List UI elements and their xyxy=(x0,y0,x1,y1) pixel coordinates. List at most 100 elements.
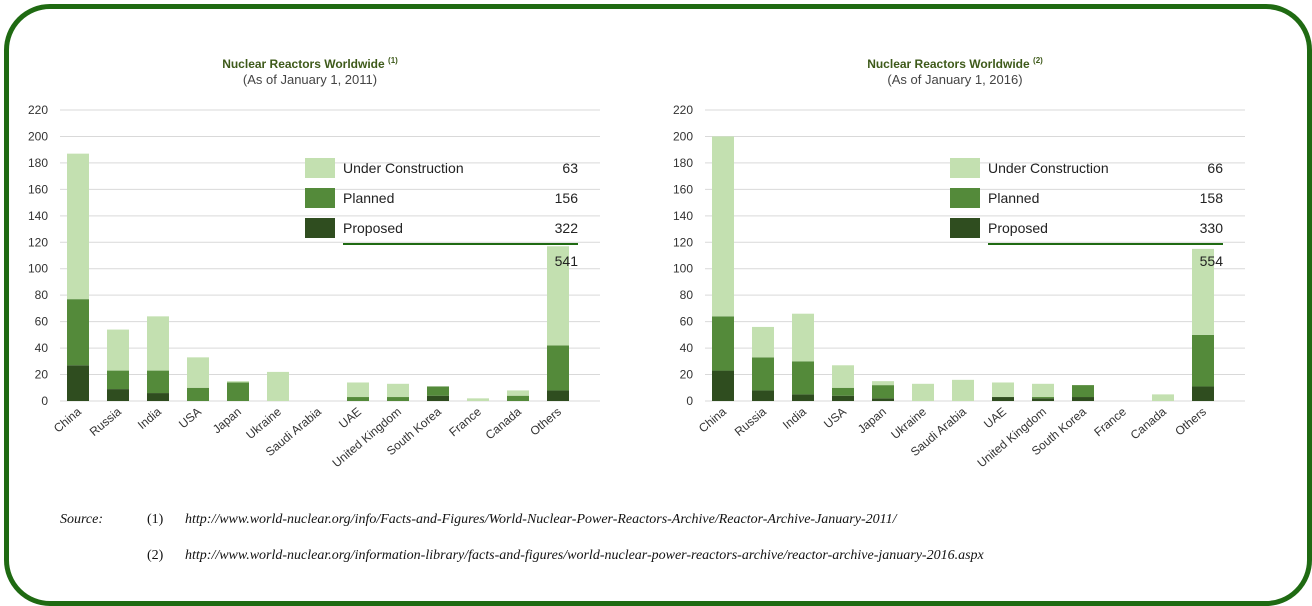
y-tick-label: 40 xyxy=(680,341,694,355)
y-tick-label: 220 xyxy=(673,103,693,117)
y-tick-label: 180 xyxy=(673,156,693,170)
legend-swatch xyxy=(950,158,980,178)
source-link[interactable]: http://www.world-nuclear.org/information… xyxy=(185,548,984,563)
legend-value: 330 xyxy=(1200,220,1224,236)
x-tick-label: UAE xyxy=(981,405,1009,432)
x-tick-label: Canada xyxy=(483,404,524,442)
y-tick-label: 140 xyxy=(28,209,48,223)
x-tick-label: Russia xyxy=(732,404,769,439)
legend-value: 158 xyxy=(1200,190,1224,206)
x-tick-label: Japan xyxy=(855,405,889,437)
bar-segment-under-construction xyxy=(1152,394,1174,401)
bar-segment-proposed xyxy=(992,397,1014,401)
legend-label: Proposed xyxy=(988,220,1048,236)
y-tick-label: 200 xyxy=(28,129,48,143)
legend-swatch xyxy=(950,188,980,208)
chart-subtitle: (As of January 1, 2011) xyxy=(242,72,378,87)
bar-segment-under-construction xyxy=(107,329,129,371)
x-tick-label: France xyxy=(1091,404,1129,439)
bar-chart-2016: 0 20 40 60 80 100 120 140 160 180 200 220 China Russi… xyxy=(673,103,1245,471)
bar-segment-planned xyxy=(187,387,209,401)
x-tick-label: United Kingdom xyxy=(975,405,1049,471)
y-tick-label: 0 xyxy=(686,394,693,408)
bar-segment-proposed xyxy=(832,395,854,401)
x-tick-label: Others xyxy=(527,405,564,439)
x-tick-label: UAE xyxy=(336,405,364,432)
x-tick-label: Japan xyxy=(210,405,244,437)
y-tick-label: 180 xyxy=(28,156,48,170)
legend-label: Under Construction xyxy=(343,160,464,176)
legend-value: 63 xyxy=(562,160,578,176)
bar-segment-proposed xyxy=(1192,386,1214,401)
source-link[interactable]: http://www.world-nuclear.org/info/Facts-… xyxy=(185,512,897,527)
bar-segment-proposed xyxy=(752,390,774,401)
bar-segment-planned xyxy=(752,357,774,391)
y-tick-label: 100 xyxy=(28,262,48,276)
bar-segment-planned xyxy=(67,299,89,366)
bar-segment-planned xyxy=(107,370,129,390)
y-tick-label: 80 xyxy=(680,288,694,302)
legend-swatch xyxy=(305,188,335,208)
bar-segment-proposed xyxy=(107,389,129,401)
bar-segment-under-construction xyxy=(507,390,529,396)
x-tick-label: United Kingdom xyxy=(330,405,404,471)
chart-panel-2011: Nuclear Reactors Worldwide (1) (As of Ja… xyxy=(10,52,610,492)
bar-segment-planned xyxy=(427,386,449,396)
y-tick-label: 40 xyxy=(35,341,49,355)
bar-segment-under-construction xyxy=(792,313,814,362)
x-tick-label: India xyxy=(135,404,164,432)
y-tick-label: 20 xyxy=(35,368,49,382)
y-tick-label: 200 xyxy=(673,129,693,143)
bar-segment-under-construction xyxy=(872,381,894,386)
bar-segment-planned xyxy=(1032,397,1054,399)
y-tick-label: 160 xyxy=(673,182,693,196)
y-tick-label: 140 xyxy=(673,209,693,223)
bar-segment-planned xyxy=(507,395,529,401)
bar-segment-under-construction xyxy=(67,153,89,300)
bar-segment-proposed xyxy=(67,365,89,401)
bar-segment-planned xyxy=(832,387,854,396)
chart-title: Nuclear Reactors Worldwide (2) xyxy=(867,56,1043,71)
x-tick-label: Others xyxy=(1172,405,1209,439)
bar-segment-planned xyxy=(227,382,249,401)
bar-segment-planned xyxy=(712,316,734,371)
chart-title: Nuclear Reactors Worldwide (1) xyxy=(222,56,398,71)
legend-total: 541 xyxy=(555,253,579,269)
bar-segment-under-construction xyxy=(387,383,409,398)
y-tick-label: 80 xyxy=(35,288,49,302)
y-tick-label: 60 xyxy=(680,315,694,329)
legend-value: 66 xyxy=(1207,160,1223,176)
bar-segment-under-construction xyxy=(912,383,934,401)
y-tick-label: 160 xyxy=(28,182,48,196)
x-tick-label: India xyxy=(780,404,809,432)
legend-swatch xyxy=(950,218,980,238)
bar-segment-under-construction xyxy=(832,365,854,388)
bar-segment-under-construction xyxy=(187,357,209,388)
bar-segment-proposed xyxy=(872,398,894,401)
bar-segment-planned xyxy=(347,397,369,401)
legend-label: Under Construction xyxy=(988,160,1109,176)
legend-swatch xyxy=(305,158,335,178)
bar-segment-under-construction xyxy=(992,382,1014,398)
x-tick-label: China xyxy=(696,404,729,435)
bar-segment-under-construction xyxy=(267,371,289,401)
bar-segment-under-construction xyxy=(467,398,489,401)
bar-segment-under-construction xyxy=(547,246,569,346)
bar-segment-under-construction xyxy=(347,382,369,398)
bar-segment-proposed xyxy=(712,370,734,401)
bar-segment-planned xyxy=(872,385,894,399)
x-tick-label: Russia xyxy=(87,404,124,439)
source-ref-number: (2) xyxy=(147,548,164,563)
y-tick-label: 120 xyxy=(28,235,48,249)
x-tick-label: China xyxy=(51,404,84,435)
bar-segment-under-construction xyxy=(952,379,974,401)
chart-subtitle: (As of January 1, 2016) xyxy=(887,72,1023,87)
bar-segment-proposed xyxy=(792,394,814,401)
bar-segment-proposed xyxy=(1072,397,1094,401)
legend-total: 554 xyxy=(1200,253,1224,269)
bar-segment-planned xyxy=(147,370,169,394)
source-label: Source: xyxy=(60,512,104,527)
y-tick-label: 60 xyxy=(35,315,49,329)
x-tick-label: France xyxy=(446,404,484,439)
x-tick-label: USA xyxy=(176,405,204,432)
